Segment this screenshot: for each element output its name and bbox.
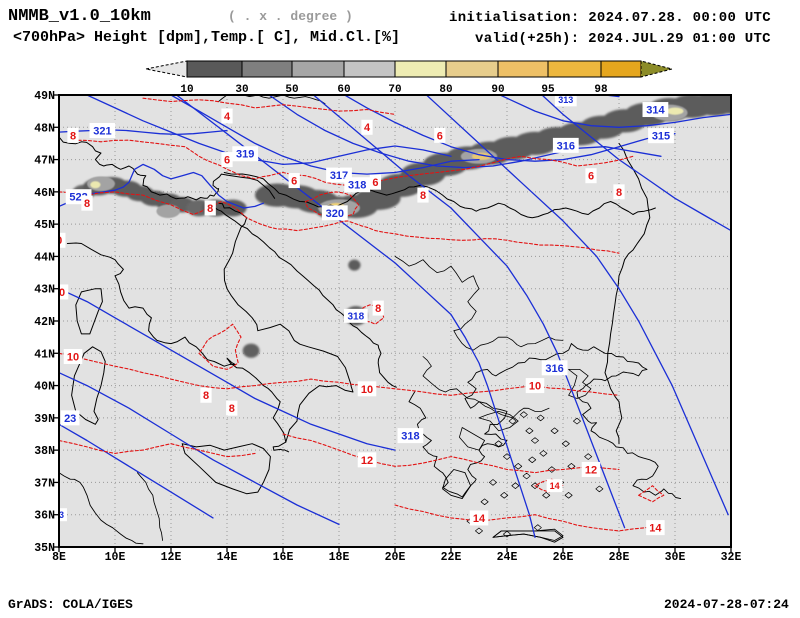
svg-text:46N: 46N — [34, 187, 55, 200]
svg-text:12E: 12E — [161, 551, 182, 564]
svg-text:6: 6 — [372, 177, 378, 189]
svg-text:42N: 42N — [34, 316, 55, 329]
svg-text:47N: 47N — [34, 155, 55, 168]
svg-text:4: 4 — [364, 122, 371, 134]
svg-text:318: 318 — [401, 431, 419, 443]
svg-text:315: 315 — [652, 131, 670, 143]
svg-text:90: 90 — [491, 84, 504, 96]
svg-text:48N: 48N — [34, 122, 55, 135]
svg-text:8: 8 — [229, 403, 235, 415]
svg-text:20E: 20E — [385, 551, 406, 564]
svg-text:36N: 36N — [34, 510, 55, 523]
svg-text:10: 10 — [180, 84, 193, 96]
svg-text:45N: 45N — [34, 219, 55, 232]
svg-text:6: 6 — [224, 155, 230, 167]
svg-text:95: 95 — [541, 84, 555, 96]
svg-text:14: 14 — [473, 513, 486, 525]
svg-text:38N: 38N — [34, 445, 55, 458]
svg-text:18E: 18E — [329, 551, 350, 564]
svg-text:4: 4 — [224, 111, 231, 123]
svg-text:313: 313 — [558, 95, 573, 105]
svg-text:318: 318 — [348, 180, 366, 192]
svg-text:98: 98 — [594, 84, 608, 96]
svg-text:40N: 40N — [34, 381, 55, 394]
svg-text:28E: 28E — [609, 551, 630, 564]
svg-text:318: 318 — [347, 311, 364, 322]
svg-text:8: 8 — [70, 130, 76, 142]
svg-text:37N: 37N — [34, 477, 55, 490]
svg-text:8: 8 — [203, 390, 209, 402]
svg-text:39N: 39N — [34, 413, 55, 426]
svg-text:316: 316 — [545, 363, 563, 375]
svg-text:22E: 22E — [441, 551, 462, 564]
svg-text:44N: 44N — [34, 251, 55, 264]
svg-text:6: 6 — [291, 176, 297, 188]
svg-text:24E: 24E — [497, 551, 518, 564]
svg-text:26E: 26E — [553, 551, 574, 564]
svg-text:319: 319 — [236, 149, 254, 161]
svg-text:10E: 10E — [105, 551, 126, 564]
svg-text:8: 8 — [207, 203, 213, 215]
svg-text:8: 8 — [84, 198, 90, 210]
svg-text:14: 14 — [550, 481, 560, 491]
svg-text:10: 10 — [529, 381, 541, 393]
svg-text:8E: 8E — [52, 551, 66, 564]
svg-text:70: 70 — [388, 84, 401, 96]
svg-text:41N: 41N — [34, 348, 55, 361]
svg-text:320: 320 — [326, 208, 344, 220]
svg-text:10: 10 — [361, 384, 373, 396]
svg-text:30E: 30E — [665, 551, 686, 564]
svg-text:12: 12 — [361, 455, 373, 467]
svg-text:316: 316 — [557, 140, 575, 152]
svg-text:6: 6 — [588, 171, 594, 183]
svg-text:49N: 49N — [34, 90, 55, 103]
svg-text:321: 321 — [93, 125, 111, 137]
svg-text:50: 50 — [285, 84, 298, 96]
svg-text:14: 14 — [649, 523, 662, 535]
svg-text:80: 80 — [439, 84, 452, 96]
svg-text:16E: 16E — [273, 551, 294, 564]
svg-text:43N: 43N — [34, 284, 55, 297]
svg-text:60: 60 — [337, 84, 350, 96]
svg-text:8: 8 — [616, 187, 622, 199]
svg-text:32E: 32E — [721, 551, 742, 564]
svg-text:10: 10 — [67, 351, 79, 363]
svg-text:30: 30 — [235, 84, 248, 96]
svg-text:314: 314 — [646, 104, 665, 116]
svg-text:23: 23 — [64, 413, 76, 425]
svg-text:8: 8 — [375, 303, 381, 315]
svg-text:6: 6 — [437, 130, 443, 142]
svg-text:8: 8 — [420, 190, 426, 202]
svg-text:12: 12 — [585, 464, 597, 476]
svg-text:14E: 14E — [217, 551, 238, 564]
